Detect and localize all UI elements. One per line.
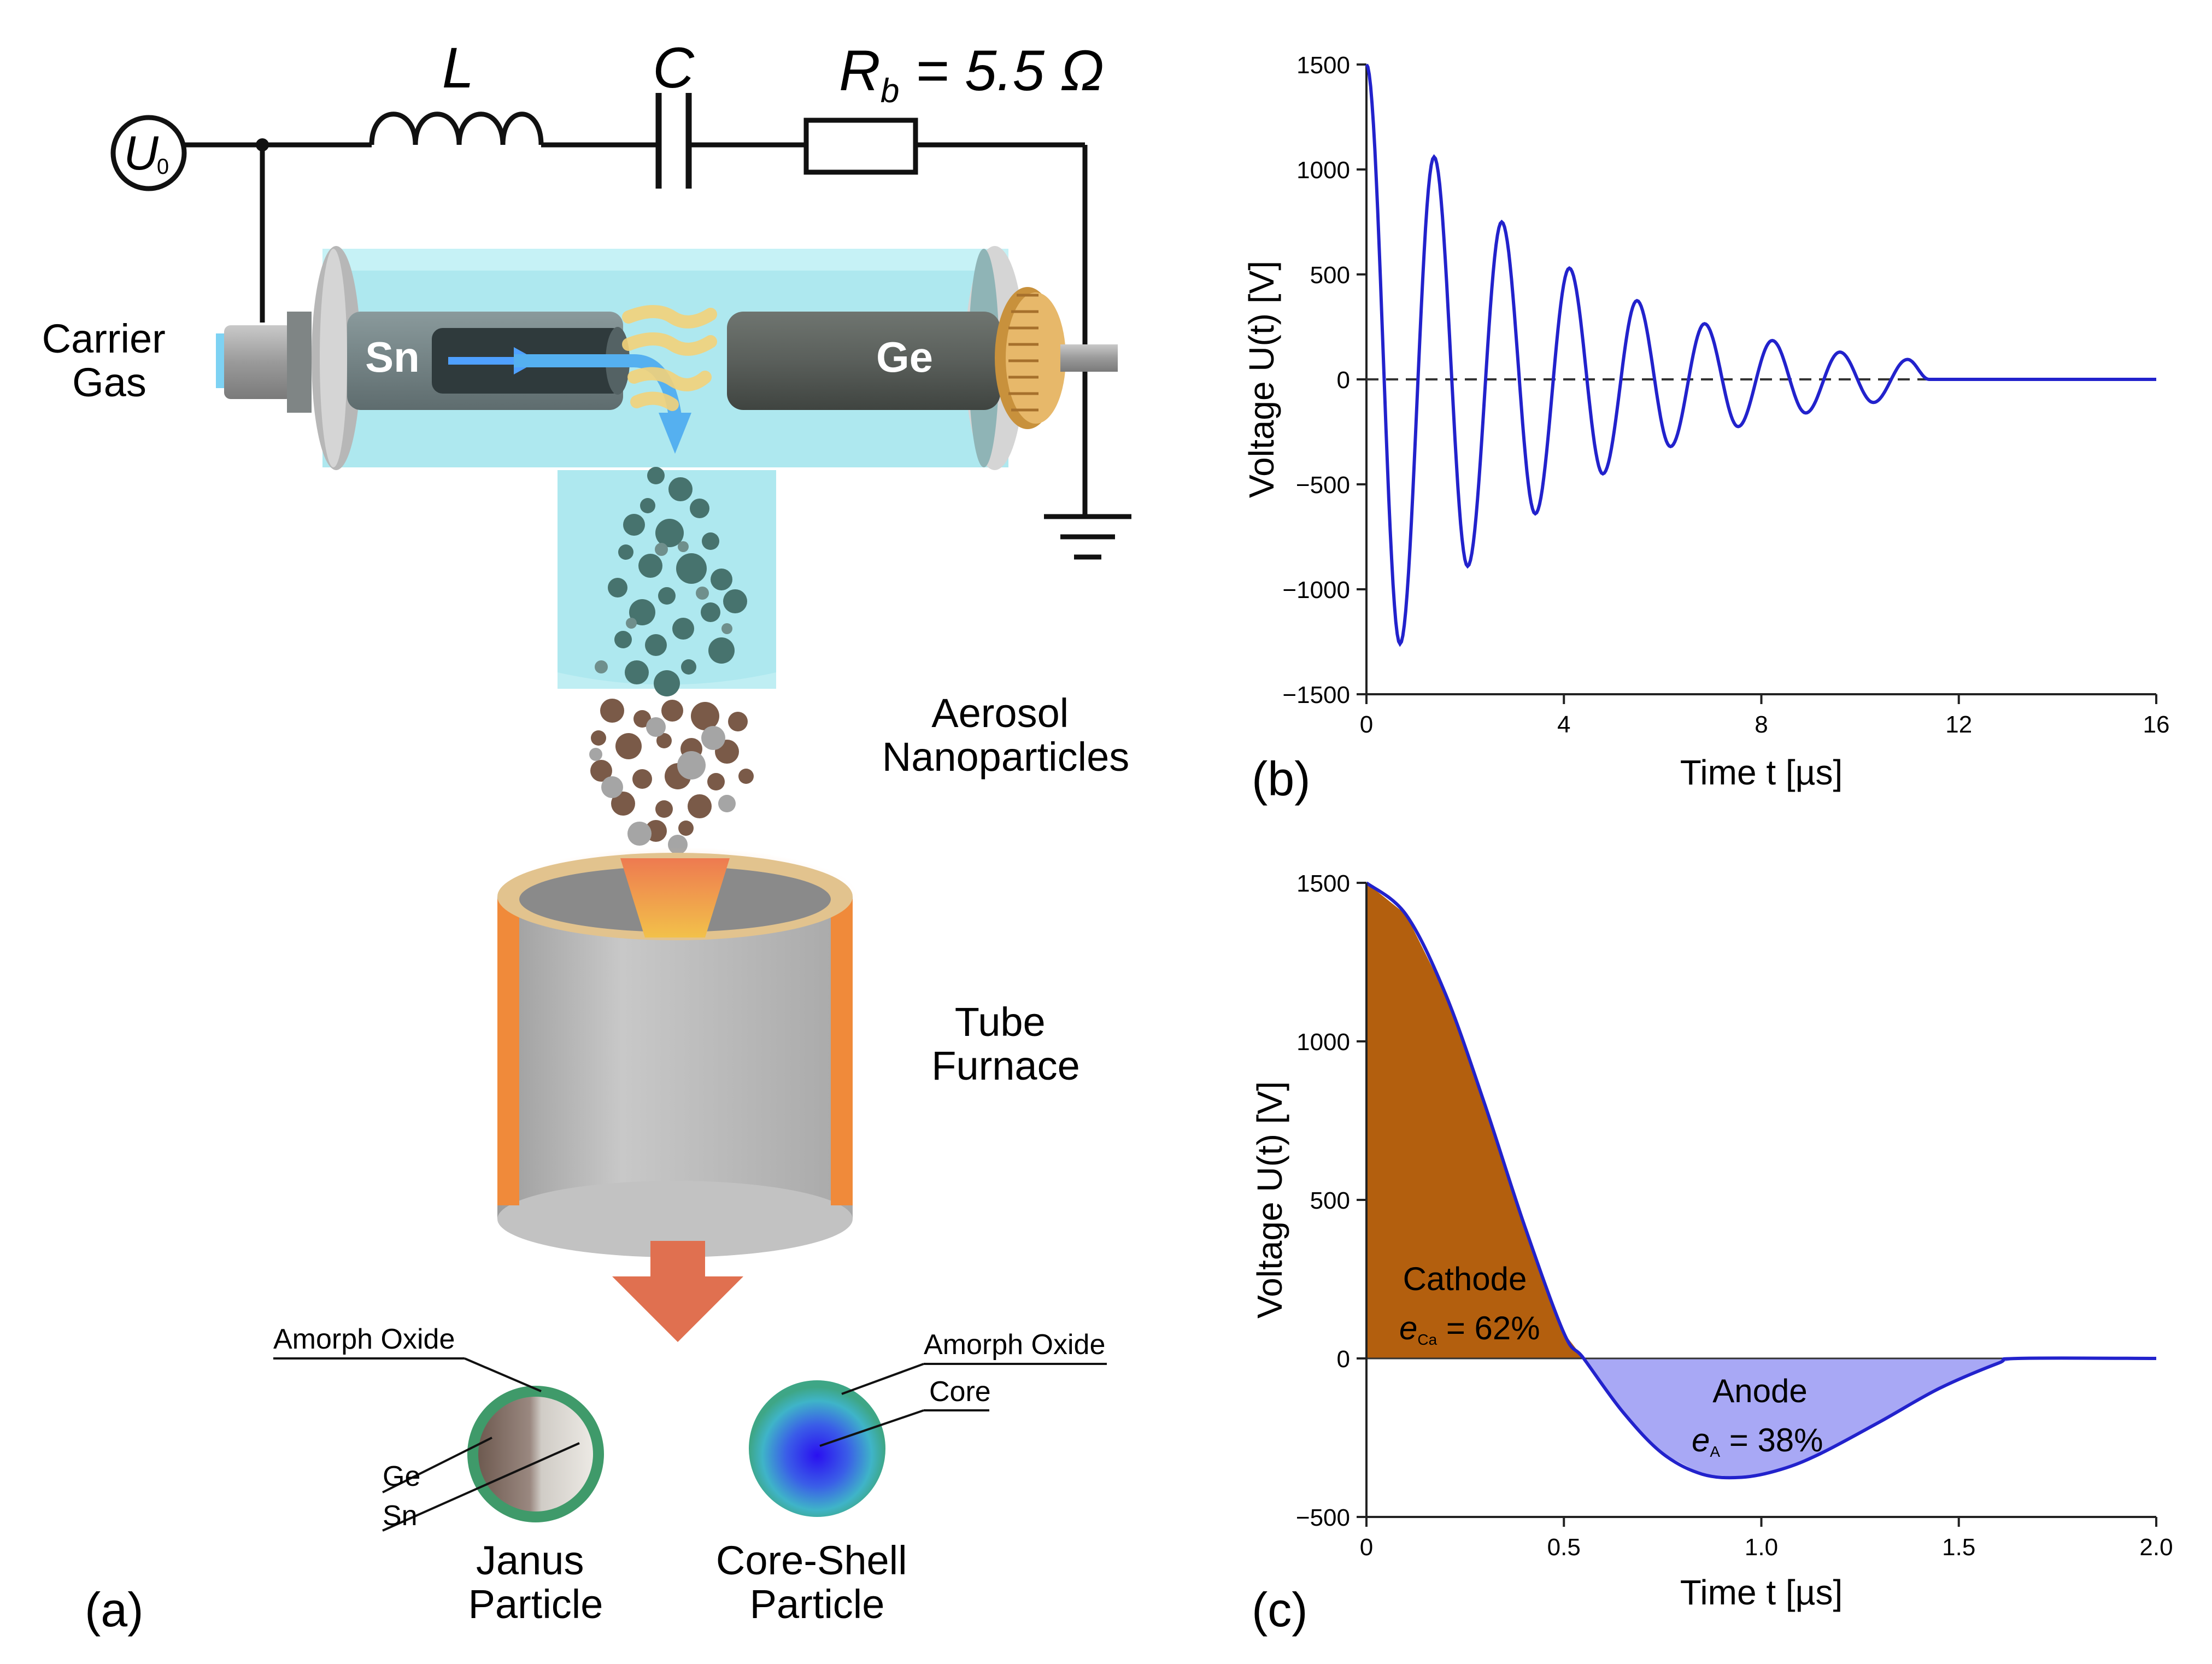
y-tick-label-c: 0 (1337, 1346, 1350, 1373)
y-tick-label-b: 500 (1310, 262, 1350, 289)
y-tick-label-b: 1000 (1296, 157, 1350, 184)
spark-glow (622, 305, 717, 411)
core-shell-particle: Amorph Oxide Core Core-Shell Particle (716, 1329, 1107, 1627)
x-tick-label-c: 1.0 (1745, 1534, 1778, 1561)
anode-value: eA = 38% (1692, 1422, 1823, 1460)
y-tick-label-b: −500 (1296, 472, 1350, 499)
coreshell-core-label: Core (929, 1376, 991, 1408)
source-label: U (124, 126, 159, 180)
x-tick-label-b: 16 (2143, 711, 2170, 738)
series-line-b (1365, 63, 2156, 647)
anode-label: Anode (1712, 1373, 1808, 1409)
janus-particle: Amorph Oxide Ge Sn Janus Particle (273, 1323, 604, 1627)
y-tick-label-b: −1000 (1282, 577, 1350, 604)
x-tick-label-b: 0 (1360, 711, 1373, 738)
resistor: Rb = 5.5 Ω (803, 39, 1104, 175)
janus-ge-label: Ge (383, 1461, 420, 1492)
circuit-junction (256, 138, 269, 151)
cathode-value-number: = 62% (1437, 1310, 1540, 1346)
x-axis-label-b: Time t [µs] (1680, 753, 1843, 792)
sn-label: Sn (365, 333, 420, 381)
chart-c: 1500 1000 500 0 −500 0 0.5 1.0 1.5 2.0 Cathode eCa … (1250, 870, 2173, 1637)
cathode-value-symbol: e (1399, 1310, 1417, 1346)
ge-label: Ge (876, 333, 933, 381)
micrometer-knob (995, 287, 1118, 429)
voltage-source: U 0 (110, 115, 187, 191)
janus-sn-label: Sn (383, 1500, 418, 1532)
x-tick-label-c: 0 (1360, 1534, 1373, 1561)
x-axis-label-c: Time t [µs] (1680, 1573, 1843, 1612)
panel-a-label: (a) (85, 1583, 144, 1637)
aerosol-label: Aerosol Nanoparticles (882, 690, 1129, 780)
down-arrow (612, 1241, 743, 1342)
cathode-label: Cathode (1403, 1261, 1527, 1297)
chart-b: 1500 1000 500 0 −500 −1000 −1500 0 4 8 12 16 Time t … (1242, 52, 2169, 806)
y-tick-label-c: −500 (1296, 1504, 1350, 1531)
y-tick-label-c: 500 (1310, 1187, 1350, 1214)
ge-electrode: Ge (727, 312, 1000, 410)
source-subscript: 0 (157, 155, 169, 179)
y-axis-label-c: Voltage U(t) [V] (1250, 1081, 1289, 1319)
capacitor-label: C (653, 36, 695, 100)
cathode-value: eCa = 62% (1399, 1310, 1540, 1348)
series-line-c (1365, 881, 2157, 1480)
gas-inlet (216, 312, 312, 413)
circuit-wires (180, 142, 1131, 560)
coreshell-title: Core-Shell Particle (716, 1538, 918, 1627)
inductor-label: L (442, 36, 474, 100)
x-tick-label-b: 4 (1557, 711, 1570, 738)
x-tick-label-b: 8 (1755, 711, 1768, 738)
y-axis-label-b: Voltage U(t) [V] (1242, 261, 1281, 498)
anode-value-subscript: A (1710, 1443, 1720, 1460)
x-tick-label-c: 0.5 (1547, 1534, 1581, 1561)
y-tick-label-b: 0 (1337, 367, 1350, 394)
anode-value-number: = 38% (1720, 1422, 1823, 1458)
anode-value-symbol: e (1692, 1422, 1710, 1458)
janus-title: Janus Particle (468, 1538, 603, 1627)
cathode-value-subscript: Ca (1417, 1331, 1437, 1348)
tube-furnace (497, 847, 858, 1257)
panel-a-schematic: U 0 L C Rb = 5.5 Ω Carrier (42, 36, 1131, 1637)
y-tick-label-b: −1500 (1282, 682, 1350, 708)
y-tick-label-c: 1500 (1296, 870, 1350, 897)
y-tick-label-c: 1000 (1296, 1029, 1350, 1056)
coreshell-oxide-label: Amorph Oxide (924, 1329, 1105, 1361)
panel-c-label: (c) (1252, 1583, 1308, 1637)
inductor: L (369, 36, 544, 145)
x-tick-label-c: 2.0 (2139, 1534, 2173, 1561)
panel-b-label: (b) (1252, 752, 1311, 806)
anode-region (1583, 1358, 2019, 1478)
resistor-label: Rb = 5.5 Ω (839, 39, 1104, 110)
furnace-label: Tube Furnace (931, 999, 1079, 1088)
janus-oxide-label: Amorph Oxide (273, 1323, 455, 1355)
x-tick-label-b: 12 (1945, 711, 1972, 738)
x-tick-label-c: 1.5 (1942, 1534, 1975, 1561)
y-tick-label-b: 1500 (1296, 52, 1350, 79)
capacitor: C (653, 36, 695, 189)
carrier-gas-label: Carrier Gas (42, 316, 177, 405)
